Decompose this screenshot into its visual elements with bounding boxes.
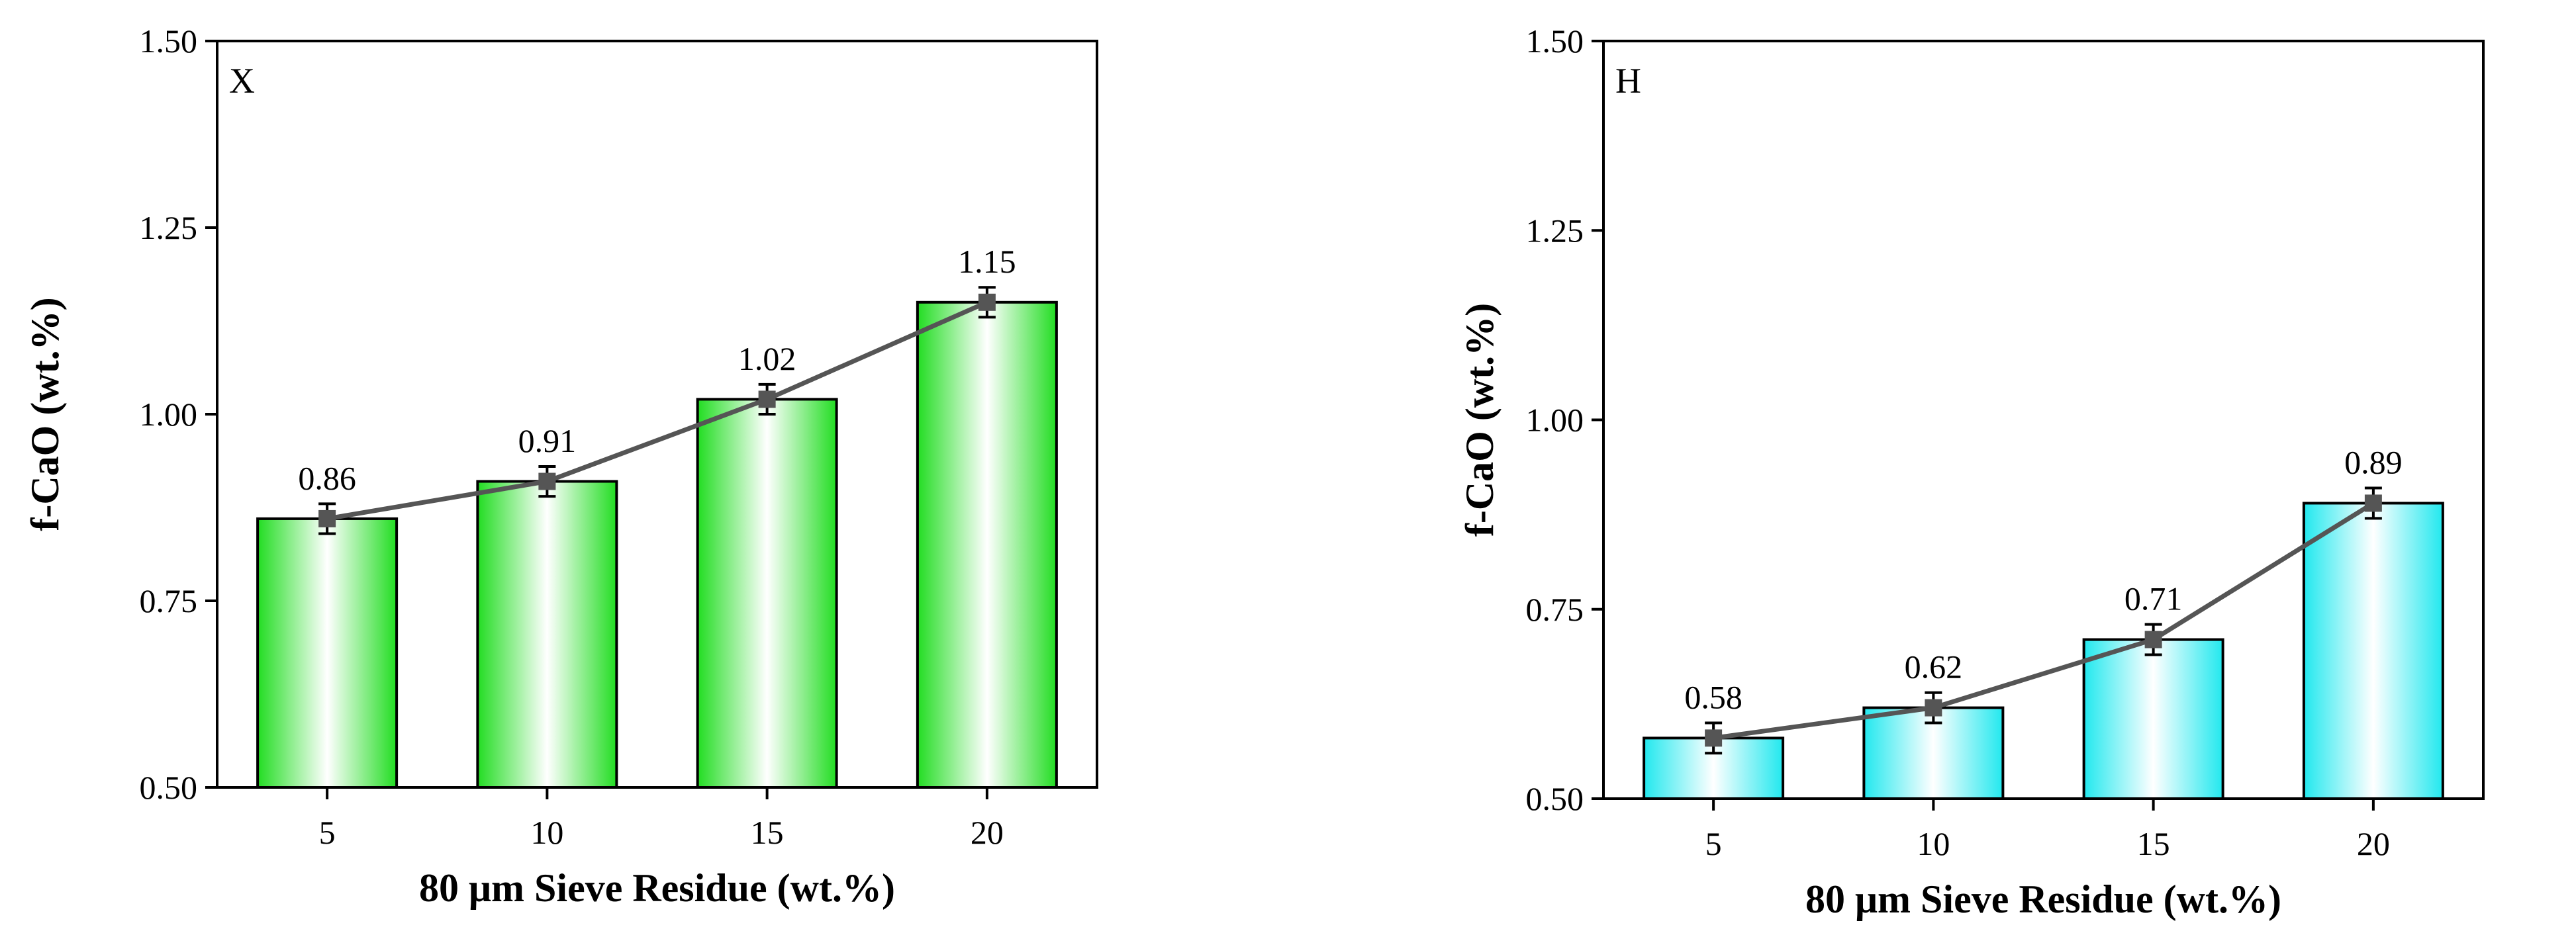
value-label: 0.86 [298,459,356,496]
y-tick-label: 0.75 [1526,591,1584,628]
data-point-marker [538,472,556,490]
chart-panel-x: 0.50 0.75 1.00 1.25 1.50 5 10 15 20 0.86 0.91 1.02 1… [23,22,1098,910]
data-point-marker [1705,729,1723,747]
panel-label: X [229,61,255,101]
data-point-marker [1925,699,1942,717]
y-tick-label: 1.00 [1526,402,1584,439]
value-label: 0.62 [1905,648,1963,686]
y-tick-label: 1.25 [140,209,198,246]
x-tick-label: 10 [1917,825,1950,862]
panel-label: H [1615,61,1641,101]
bar [2082,638,2224,800]
y-tick-label: 1.50 [1526,22,1584,60]
bar [916,300,1058,789]
data-point-marker [2364,494,2382,512]
value-label: 0.58 [1684,679,1742,716]
bar [2302,502,2444,800]
chart-panel-h: 0.50 0.75 1.00 1.25 1.50 5 10 15 20 0.58 0.62 0.71 0… [1458,22,2485,921]
x-tick-label: 20 [971,814,1004,851]
bar [696,398,838,789]
value-label: 0.89 [2344,444,2403,481]
x-tick-label: 5 [319,814,336,851]
trend-line [1713,501,2375,740]
value-label: 1.15 [958,243,1016,280]
bar [476,480,618,789]
x-tick-label: 15 [2137,825,2170,862]
y-tick-label: 0.50 [1526,780,1584,817]
y-tick-label: 0.75 [140,582,198,619]
x-axis-title: 80 μm Sieve Residue (wt.%) [419,866,895,910]
trend-line [326,300,988,521]
value-label: 0.91 [518,422,577,459]
x-tick-label: 5 [1705,825,1722,862]
y-tick-label: 1.00 [140,396,198,433]
data-point-marker [2144,631,2162,648]
y-tick-label: 1.50 [140,22,198,60]
value-label: 1.02 [738,340,796,377]
y-axis-title: f-CaO (wt.%) [23,297,67,531]
x-tick-label: 10 [530,814,563,851]
bar [256,517,399,789]
x-tick-label: 15 [751,814,784,851]
y-axis-title: f-CaO (wt.%) [1458,303,1502,537]
data-point-marker [978,293,996,311]
data-point-marker [758,390,776,408]
y-tick-label: 1.25 [1526,212,1584,249]
data-point-marker [318,510,336,527]
x-axis-title: 80 μm Sieve Residue (wt.%) [1805,877,2281,921]
x-tick-label: 20 [2357,825,2390,862]
value-label: 0.71 [2124,580,2183,617]
y-tick-label: 0.50 [140,769,198,806]
